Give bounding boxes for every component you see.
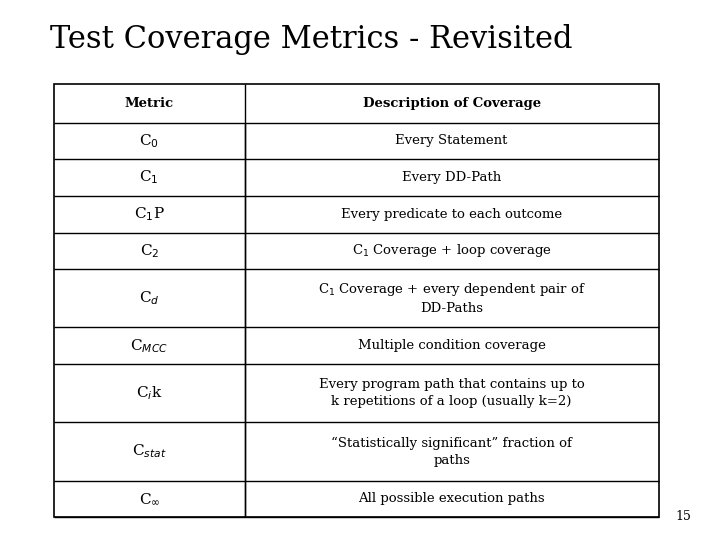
Text: C$_1$ Coverage + loop coverage: C$_1$ Coverage + loop coverage	[352, 242, 552, 259]
Bar	[54, 84, 659, 517]
Text: Every DD-Path: Every DD-Path	[402, 171, 501, 184]
Text: Every program path that contains up to
k repetitions of a loop (usually k=2): Every program path that contains up to k…	[319, 379, 585, 408]
Text: Description of Coverage: Description of Coverage	[363, 97, 541, 110]
Text: Multiple condition coverage: Multiple condition coverage	[358, 339, 546, 352]
Text: C$_2$: C$_2$	[140, 242, 159, 260]
Text: “Statistically significant” fraction of
paths: “Statistically significant” fraction of …	[331, 436, 572, 467]
Text: C$_1$P: C$_1$P	[134, 205, 165, 223]
Text: C$_{stat}$: C$_{stat}$	[132, 443, 166, 461]
Text: Every Statement: Every Statement	[395, 134, 508, 147]
Text: C$_1$: C$_1$	[140, 168, 159, 186]
Text: C$_i$k: C$_i$k	[136, 384, 163, 402]
Text: Metric: Metric	[125, 97, 174, 110]
Text: C$_d$: C$_d$	[139, 289, 160, 307]
Text: Test Coverage Metrics - Revisited: Test Coverage Metrics - Revisited	[50, 24, 573, 55]
Text: C$_0$: C$_0$	[139, 132, 159, 150]
Text: C$_\infty$: C$_\infty$	[138, 491, 160, 507]
Text: C$_1$ Coverage + every dependent pair of
DD-Paths: C$_1$ Coverage + every dependent pair of…	[318, 281, 585, 315]
Text: 15: 15	[675, 510, 691, 523]
Text: Every predicate to each outcome: Every predicate to each outcome	[341, 208, 562, 221]
Text: C$_{MCC}$: C$_{MCC}$	[130, 337, 168, 355]
Text: All possible execution paths: All possible execution paths	[359, 492, 545, 505]
